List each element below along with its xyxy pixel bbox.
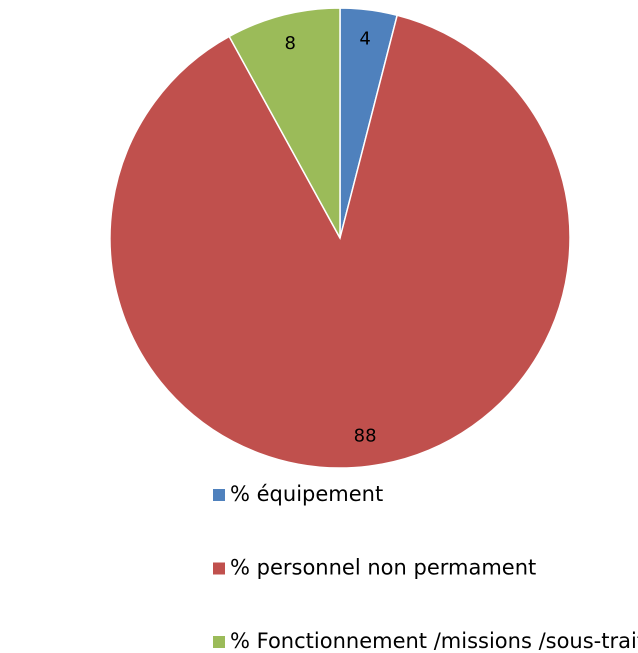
data-label: 88 [354,426,377,447]
pie-slice [228,7,341,239]
legend-swatch [213,489,225,501]
legend-swatch [213,636,225,648]
data-label: 4 [359,28,370,49]
data-label: 8 [285,33,296,54]
legend-swatch [213,562,225,575]
legend-label: % équipement [230,482,383,506]
legend-label: % Fonctionnement /missions /sous-traitan… [230,629,638,653]
pie-slice [109,14,571,469]
legend-label: % personnel non permament [230,556,536,580]
